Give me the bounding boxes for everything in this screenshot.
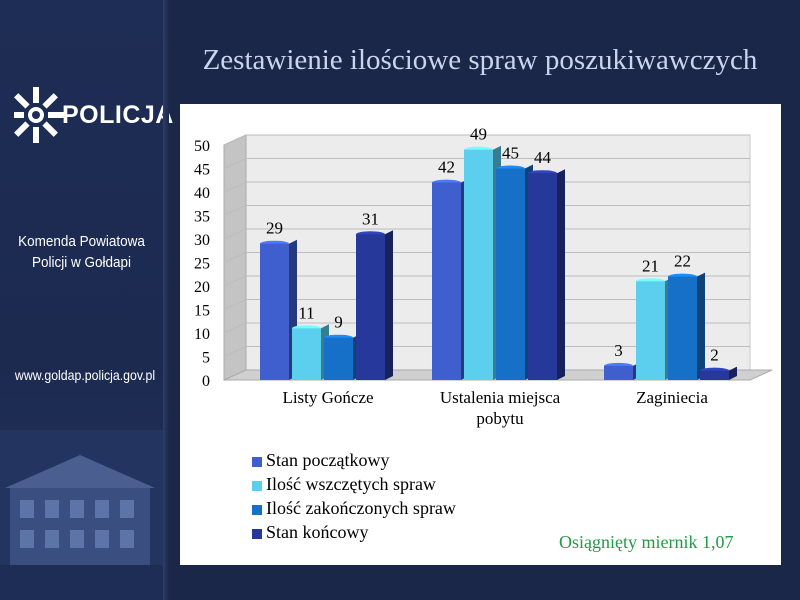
legend-swatch: [252, 457, 262, 467]
gridline-side: [223, 181, 247, 193]
sidebar: POLICJA Komenda Powiatowa Policji w Gołd…: [0, 0, 173, 600]
bar: [636, 281, 665, 380]
bar: [700, 370, 729, 380]
bar: [356, 234, 385, 380]
data-label: 45: [502, 144, 519, 163]
data-label: 11: [298, 303, 314, 322]
y-tick-label: 15: [194, 303, 210, 320]
gridline-side: [223, 158, 247, 169]
data-label: 21: [642, 256, 659, 275]
bar: [668, 276, 697, 380]
data-label: 31: [362, 209, 379, 228]
legend-label: Ilość zakończonych spraw: [266, 498, 456, 518]
y-tick-label: 25: [194, 256, 210, 273]
legend-swatch: [252, 481, 262, 491]
bar: [528, 173, 557, 380]
data-label: 9: [334, 313, 343, 332]
bar: [260, 243, 289, 380]
data-label: 42: [438, 158, 455, 177]
y-tick-label: 45: [194, 162, 210, 179]
x-tick-label: Ustalenia miejsca: [440, 388, 561, 407]
bar-side: [697, 272, 705, 380]
legend-label: Ilość wszczętych spraw: [266, 474, 436, 494]
bar-side: [557, 169, 565, 380]
legend-label: Stan końcowy: [266, 522, 369, 542]
data-label: 2: [710, 346, 719, 365]
bar: [464, 149, 493, 380]
x-tick-label: Listy Gończe: [282, 388, 373, 407]
y-tick-label: 50: [194, 138, 210, 155]
data-label: 29: [266, 219, 283, 238]
legend-swatch: [252, 505, 262, 515]
gridline-side: [223, 134, 247, 146]
unit-name: Komenda Powiatowa Policji w Gołdapi: [8, 231, 155, 273]
chart-panel: 0 5 10 15 20 25 30 35 40 45 50 29 11 9 31 Listy Gończe 4…: [180, 104, 781, 565]
y-tick-label: 10: [194, 326, 210, 343]
x-tick-label: Zaginiecia: [636, 388, 708, 407]
bar-side: [385, 230, 393, 380]
y-tick-label: 40: [194, 185, 210, 202]
bar-side: [729, 366, 737, 380]
unit-name-line-2: Policji w Gołdapi: [31, 254, 132, 271]
bar: [324, 337, 353, 380]
sidebar-divider: [163, 0, 169, 600]
bar: [604, 365, 633, 380]
gridline-side: [223, 228, 247, 240]
slide-title: Zestawienie ilościowe spraw poszukiwawcz…: [202, 44, 758, 76]
gridline-side: [223, 299, 247, 310]
data-label: 22: [674, 252, 691, 271]
y-tick-label: 20: [194, 279, 210, 296]
gridline-side: [223, 205, 247, 216]
data-label: 44: [534, 148, 552, 167]
gridline-side: [223, 275, 247, 287]
gridline-side: [223, 346, 247, 357]
gridline-side: [223, 322, 247, 334]
x-tick-label: pobytu: [476, 409, 524, 428]
y-tick-label: 30: [194, 232, 210, 249]
gridline-side: [223, 252, 247, 263]
legend-swatch: [252, 529, 262, 539]
bar-chart: 0 5 10 15 20 25 30 35 40 45 50 29 11 9 31 Listy Gończe 4…: [194, 125, 773, 428]
y-tick-label: 5: [202, 350, 210, 367]
building-photo: [0, 430, 163, 600]
bar: [432, 182, 461, 380]
achievement-note: Osiągnięty miernik 1,07: [559, 532, 734, 552]
website-url: www.goldap.policja.gov.pl: [14, 367, 156, 383]
bar: [496, 168, 525, 380]
y-tick-label: 0: [202, 373, 210, 390]
legend-label: Stan początkowy: [266, 450, 390, 470]
unit-name-line-1: Komenda Powiatowa: [18, 233, 145, 250]
logo-wordmark: POLICJA: [62, 101, 174, 129]
police-star-icon: [14, 87, 64, 143]
bar: [292, 328, 321, 380]
y-tick-label: 35: [194, 209, 210, 226]
data-label: 49: [470, 125, 487, 144]
data-label: 3: [614, 341, 623, 360]
